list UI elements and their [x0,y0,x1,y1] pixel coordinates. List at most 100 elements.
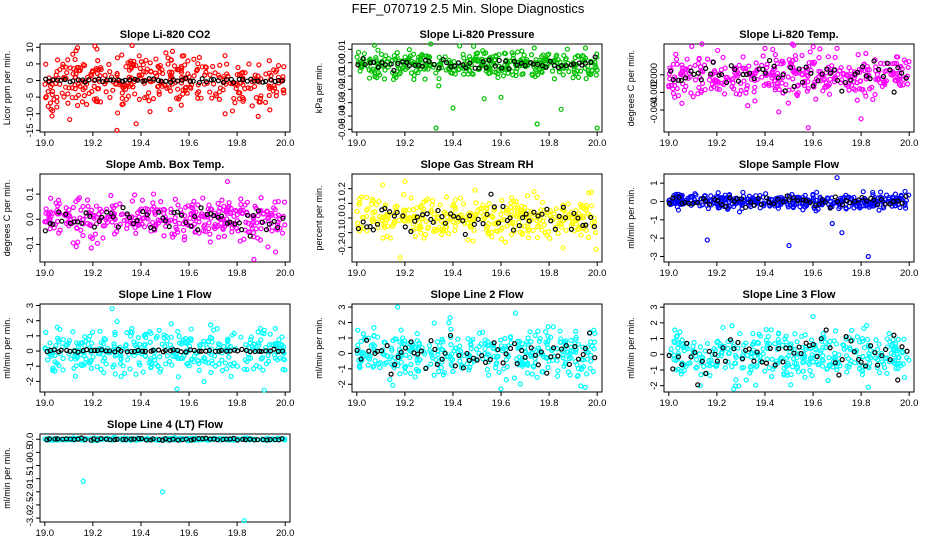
data-point [752,98,758,104]
data-point [93,66,99,72]
data-point [788,371,794,378]
data-point [74,340,80,346]
data-point [263,71,269,77]
data-point [548,334,554,340]
data-point [814,189,820,195]
y-tick-label: -1.0 [25,457,36,473]
data-point [70,329,76,335]
data-point [452,227,458,234]
data-point-reference [391,213,397,219]
data-point [437,202,443,208]
data-point [859,335,866,342]
data-point-reference [455,215,461,221]
data-point [416,220,422,226]
data-point [737,330,743,337]
data-point [539,227,545,233]
data-point [224,366,230,372]
data-point [258,93,264,99]
data-point [810,44,816,50]
data-point [748,351,754,357]
data-point-reference [695,382,701,388]
data-point-reference [751,358,757,364]
data-point-reference [751,202,757,208]
data-point [242,202,248,208]
data-point [157,354,163,360]
data-point-reference [475,216,481,222]
data-point [81,62,88,69]
data-point [799,71,805,77]
x-tick-label: 19.6 [180,528,199,539]
data-point [265,358,272,364]
data-point-reference [206,347,213,353]
data-point [369,201,375,207]
y-tick-label: -2 [649,381,660,389]
data-point [696,84,702,91]
data-point [50,366,56,372]
data-point [107,94,113,101]
data-point-reference [162,347,168,354]
data-point [72,56,78,63]
data-point [876,341,882,347]
data-point [782,336,788,342]
data-point [255,213,261,219]
data-point [261,211,267,217]
data-point-reference [188,437,194,443]
x-tick-label: 20.0 [900,268,919,279]
data-point-reference [275,224,281,231]
data-point-reference [714,358,720,364]
data-point [761,82,767,88]
data-point [195,61,201,67]
data-point [357,199,363,206]
data-point-reference [848,77,854,83]
data-point [763,326,769,333]
data-point [768,72,774,78]
data-point [159,341,165,347]
data-point [547,235,553,241]
data-point-reference [834,77,841,84]
data-point [827,76,833,82]
data-point-reference [555,353,561,359]
data-point [200,358,206,364]
data-point [499,217,505,223]
data-point-reference [455,60,462,66]
data-point-reference [435,207,441,214]
data-point [537,336,543,342]
plot-frame [39,303,291,393]
data-point [91,83,97,89]
data-point [65,340,72,346]
data-point [267,84,273,90]
data-point [893,345,900,352]
data-point [181,237,187,243]
data-point [221,73,227,80]
data-point-reference [166,223,172,230]
x-tick-label: 19.6 [180,398,199,409]
data-point [371,325,377,331]
data-point [681,362,687,368]
data-point-reference [408,339,414,345]
data-point [524,62,531,68]
data-point-reference [544,370,550,376]
data-point [820,353,826,359]
data-point [543,339,549,345]
data-point [250,215,257,221]
data-point [81,93,87,99]
data-point [384,223,391,229]
data-point-reference [150,436,156,442]
data-points [666,175,912,260]
data-point-reference [882,346,889,353]
data-point [470,57,476,63]
data-point-reference [875,362,881,368]
y-tick-label: 0.1 [337,197,348,210]
data-point-reference [183,219,189,226]
data-point-reference [535,362,541,368]
data-point [256,342,262,348]
x-tick-label: 19.4 [444,268,463,279]
data-point [390,382,396,388]
data-point-reference [872,350,878,356]
data-point [375,47,381,53]
data-point [816,55,822,61]
data-point [53,343,59,349]
data-point [146,222,153,228]
data-point-reference [723,79,730,86]
data-point [71,365,77,371]
